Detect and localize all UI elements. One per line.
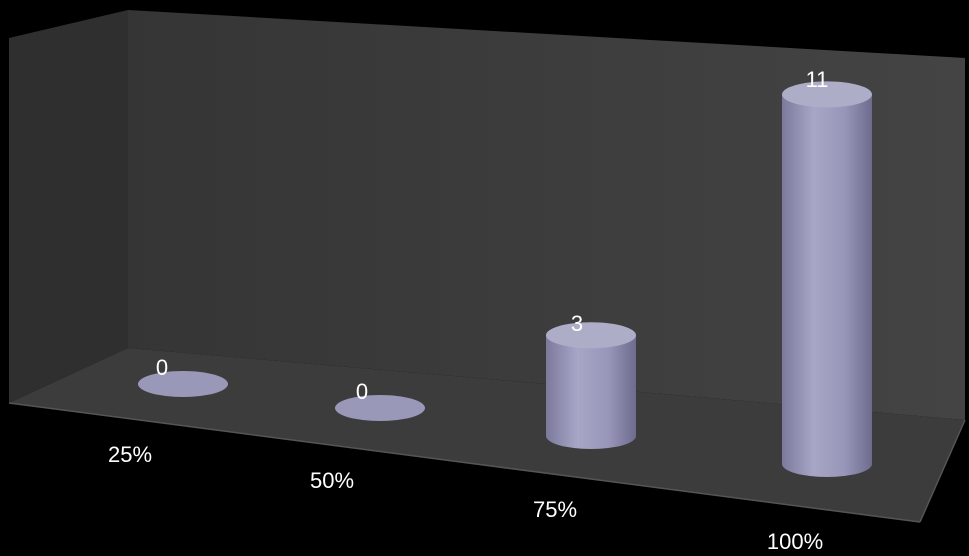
category-label: 75%: [533, 497, 577, 522]
data-label: 0: [356, 379, 368, 404]
category-label: 25%: [108, 442, 152, 467]
floor-front-edge: [8, 402, 921, 523]
bar-100%: [782, 94, 872, 478]
category-label: 50%: [310, 468, 354, 493]
bars-group: [138, 81, 872, 478]
floor-right-edge: [919, 419, 966, 523]
data-label: 11: [806, 67, 829, 92]
data-label: 3: [571, 311, 583, 336]
side-wall: [9, 10, 128, 403]
data-labels: 0 0 3 11: [156, 67, 829, 404]
category-labels: 25% 50% 75% 100%: [108, 442, 823, 554]
bar-top-75%: [546, 322, 636, 349]
data-label: 0: [156, 355, 168, 380]
bar-top-25%: [138, 371, 228, 397]
floor: [9, 348, 965, 522]
bar-top-100%: [782, 81, 872, 108]
bar-top-50%: [335, 395, 425, 421]
back-wall: [128, 10, 965, 420]
bar-75%: [546, 335, 636, 449]
category-label: 100%: [767, 529, 823, 554]
